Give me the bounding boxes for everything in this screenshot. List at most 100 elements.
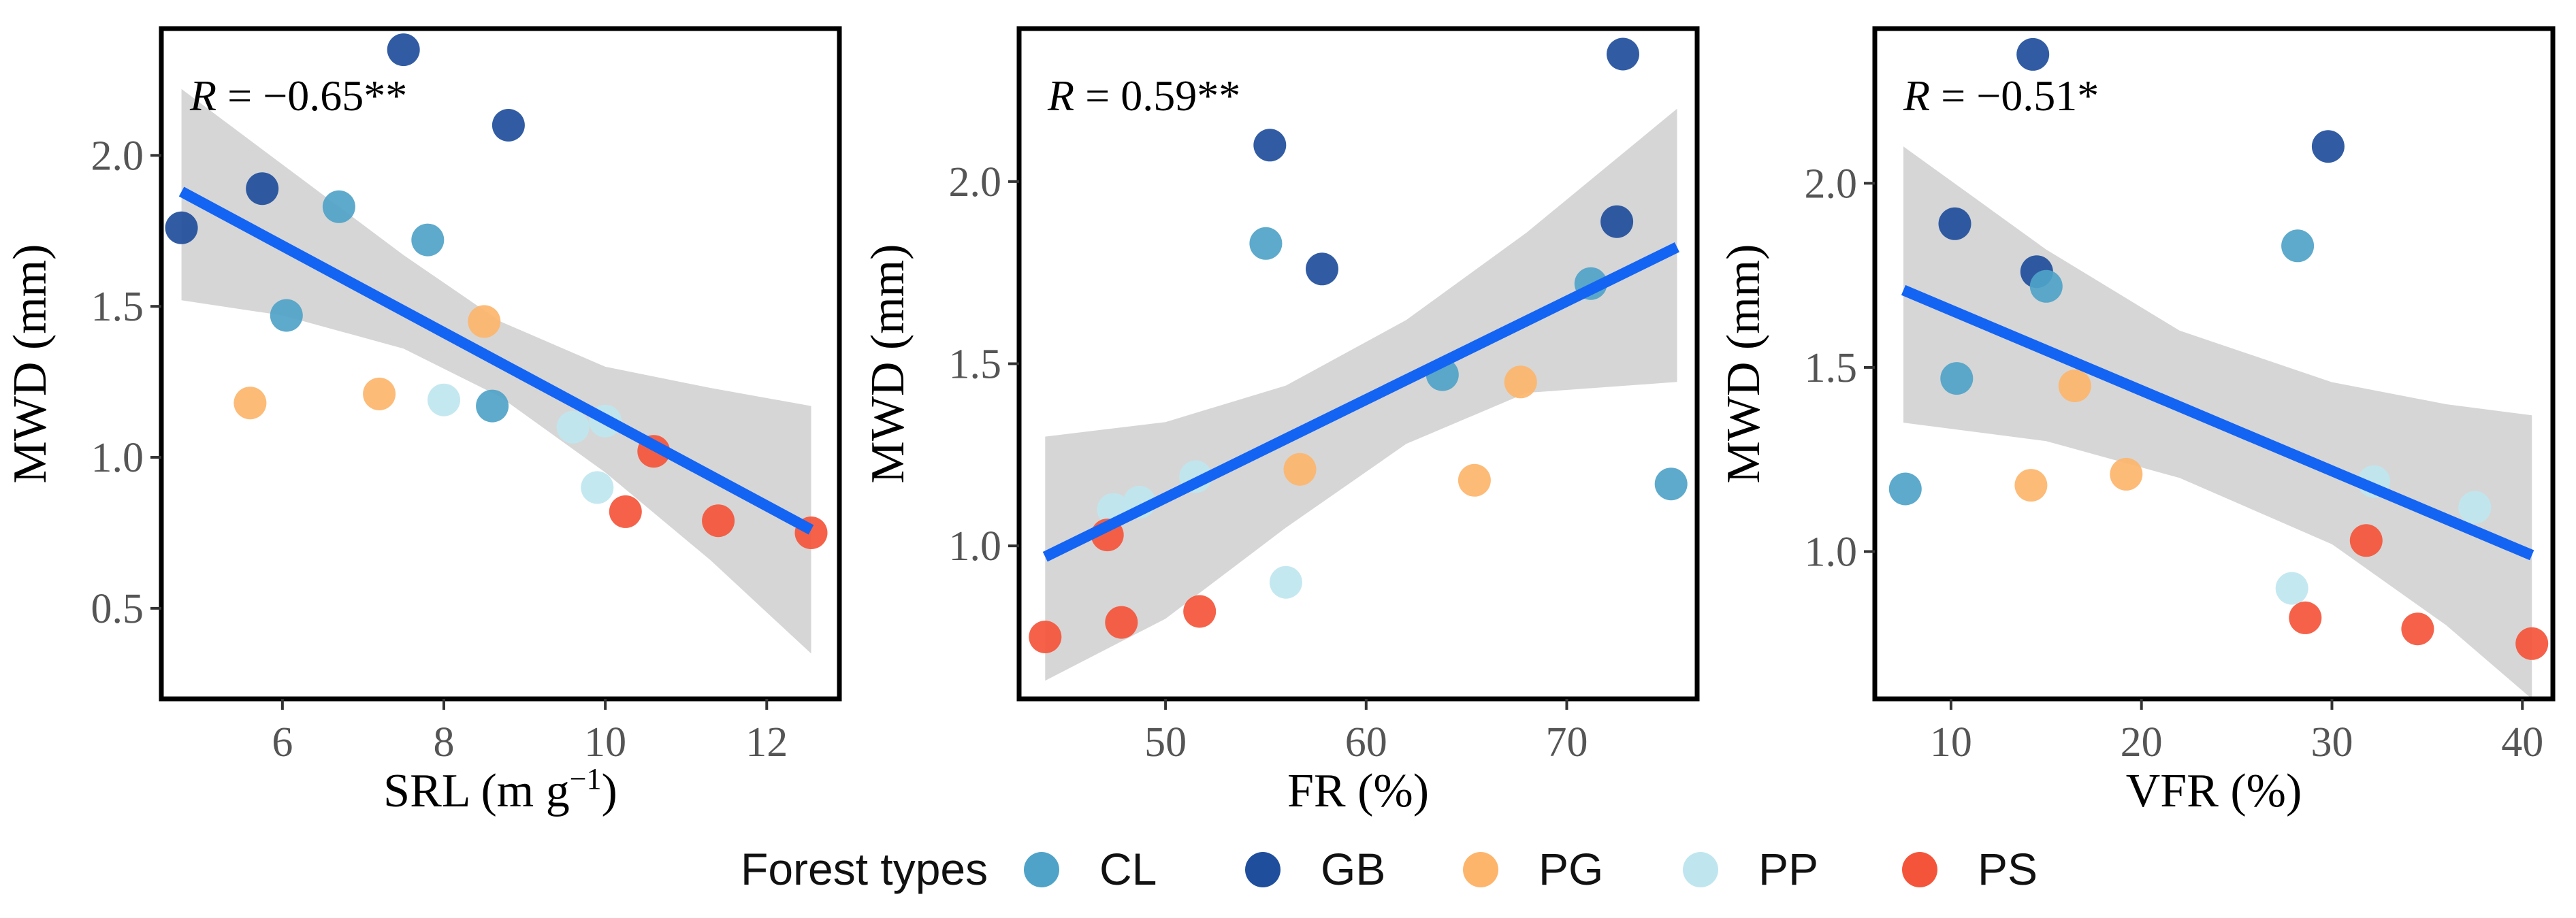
panel-fr: 50 60 70 1.0 1.5 2.0 FR (%) MWD (mm) R = 0.59** [862, 26, 1700, 817]
correlation-label: R = −0.65** [189, 71, 407, 120]
data-point-cl [1940, 362, 1974, 395]
legend-label: GB [1321, 844, 1385, 894]
regression-line [1042, 242, 1680, 562]
plot-frame [159, 26, 842, 702]
data-point-gb [1600, 205, 1634, 238]
data-point-pg [2014, 469, 2048, 502]
correlation-label: R = −0.51* [1903, 71, 2099, 120]
y-tick-label: 2.0 [949, 159, 1002, 206]
data-point-pg [1283, 453, 1317, 486]
data-point-pg [2058, 370, 2091, 402]
data-point-gb [246, 172, 279, 206]
data-point-gb [387, 33, 420, 67]
data-point-cl [1249, 227, 1283, 260]
data-point-gb [165, 211, 198, 244]
legend-item-gb: GB [1245, 844, 1385, 894]
y-tick-label: 2.0 [1805, 161, 1858, 207]
panel-srl: 6 8 10 12 0.5 1.0 1.5 2.0 SRL (m g−1) MWD (mm) R =… [4, 26, 842, 817]
data-point-gb [1938, 207, 1971, 240]
data-point-pp [428, 383, 460, 416]
y-tick-label: 1.5 [91, 284, 144, 330]
x-tick-label: 30 [2311, 719, 2353, 766]
legend-swatch [1902, 852, 1937, 887]
y-tick-label: 2.0 [91, 133, 144, 179]
data-point-pg [234, 387, 267, 420]
x-axis-title: FR (%) [1287, 765, 1429, 817]
data-point-gb [2311, 130, 2345, 163]
x-tick-label: 20 [2121, 719, 2163, 766]
data-point-ps [609, 495, 642, 528]
legend-label: CL [1099, 844, 1157, 894]
data-point-ps [2401, 612, 2434, 646]
x-axis-title: VFR (%) [2126, 765, 2302, 817]
data-point-ps [2289, 601, 2322, 634]
data-point-cl [322, 190, 355, 223]
x-tick-label: 8 [434, 719, 455, 766]
data-point-gb [1306, 252, 1338, 286]
x-tick-label: 70 [1545, 719, 1588, 766]
data-point-pg [1458, 463, 1491, 497]
legend-label: PP [1758, 844, 1818, 894]
data-point-cl [1888, 472, 1922, 506]
data-point-cl [476, 389, 509, 423]
x-tick-label: 10 [584, 719, 626, 766]
legend-swatch [1463, 852, 1498, 887]
data-point-ps [2515, 627, 2549, 660]
legend-label: PG [1539, 844, 1603, 894]
plot-frame [1872, 26, 2556, 702]
y-tick-label: 1.0 [1805, 529, 1858, 576]
y-tick-label: 0.5 [91, 586, 144, 632]
legend-swatch [1683, 852, 1718, 887]
legend-item-ps: PS [1902, 844, 2038, 894]
y-tick-label: 1.5 [949, 342, 1002, 388]
data-point-cl [2281, 229, 2315, 263]
data-point-pp [2275, 572, 2308, 605]
data-point-ps [702, 504, 735, 538]
data-point-cl [270, 299, 303, 332]
panel-vfr: 10 20 30 40 1.0 1.5 2.0 VFR (%) MWD (mm) R = −0.5… [1718, 26, 2556, 817]
confidence-band [1045, 108, 1677, 681]
x-tick-label: 40 [2501, 719, 2543, 766]
legend-item-pp: PP [1683, 844, 1818, 894]
legend-items: CL GB PG PP PS [1024, 844, 2038, 894]
regression-line [178, 186, 814, 535]
data-point-pp [556, 410, 590, 444]
data-point-pg [363, 377, 396, 410]
correlation-label: R = 0.59** [1047, 71, 1240, 120]
y-axis-title: MWD (mm) [1718, 244, 1770, 484]
data-point-pg [468, 305, 501, 338]
data-point-ps [1029, 621, 1062, 653]
legend-item-cl: CL [1024, 844, 1157, 894]
data-point-pp [2458, 491, 2492, 524]
data-point-cl [411, 223, 445, 257]
data-point-gb [492, 109, 525, 142]
data-point-gb [1253, 129, 1287, 162]
x-axis-title: SRL (m g−1) [383, 762, 617, 817]
data-point-gb [1607, 37, 1639, 71]
y-tick-label: 1.0 [91, 435, 144, 481]
legend: Forest types CL GB PG PP PS [741, 844, 2038, 894]
y-axis-title: MWD (mm) [4, 244, 57, 484]
x-tick-label: 50 [1144, 719, 1187, 766]
data-point-pg [1504, 365, 1537, 399]
data-point-pg [2110, 457, 2143, 491]
legend-title: Forest types [741, 844, 988, 894]
confidence-band [181, 88, 811, 654]
legend-swatch [1245, 852, 1281, 887]
x-tick-label: 12 [745, 719, 788, 766]
data-point-cl [2029, 269, 2063, 303]
data-point-ps [1105, 606, 1138, 639]
y-tick-label: 1.0 [949, 523, 1002, 570]
panels: 6 8 10 12 0.5 1.0 1.5 2.0 SRL (m g−1) MWD (mm) R =… [4, 26, 2556, 817]
data-point-pp [1269, 565, 1302, 599]
data-point-ps [2349, 524, 2383, 557]
legend-swatch [1024, 852, 1059, 887]
legend-item-pg: PG [1463, 844, 1603, 894]
x-tick-label: 6 [272, 719, 293, 766]
data-point-gb [2016, 37, 2050, 71]
y-axis-title: MWD (mm) [862, 244, 914, 484]
legend-label: PS [1978, 844, 2038, 894]
y-tick-label: 1.5 [1805, 345, 1858, 391]
data-point-ps [1183, 595, 1217, 628]
